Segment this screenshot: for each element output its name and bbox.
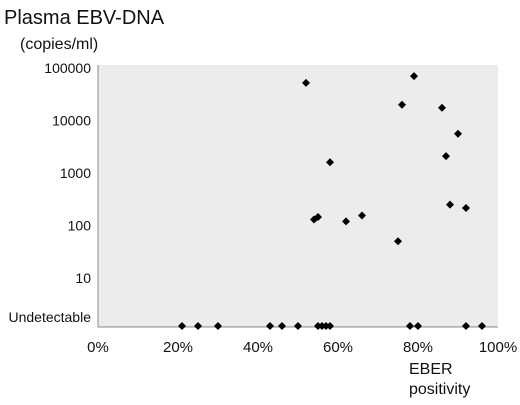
- y-tick-label: 10000: [52, 113, 91, 129]
- y-tick-labels: 100000 10000 1000 100 10 Undetectable: [8, 60, 91, 325]
- y-tick-label: 100: [68, 218, 92, 234]
- x-tick-label: 20%: [163, 339, 193, 356]
- y-tick-label: 100000: [44, 60, 91, 76]
- x-axis-label-line1: EBER: [409, 361, 453, 378]
- data-point: [358, 211, 366, 220]
- x-tick-label: 100%: [479, 339, 517, 356]
- data-point: [194, 322, 202, 330]
- y-tick-label: Undetectable: [8, 309, 91, 325]
- data-point: [266, 322, 274, 330]
- data-point: [326, 158, 334, 167]
- x-tick-labels: 0% 20% 40% 60% 80% 100%: [87, 339, 517, 356]
- data-point: [406, 322, 414, 330]
- y-tick-label: 1000: [60, 165, 91, 181]
- data-point: [462, 322, 470, 330]
- data-point: [410, 72, 418, 81]
- x-tick-label: 80%: [403, 339, 433, 356]
- data-point: [314, 213, 322, 222]
- data-point: [278, 322, 286, 330]
- data-point: [302, 78, 310, 87]
- x-tick-label: 0%: [87, 339, 109, 356]
- data-point: [294, 322, 302, 330]
- data-point: [462, 204, 470, 213]
- x-tick-label: 40%: [243, 339, 273, 356]
- data-point: [398, 100, 406, 109]
- data-point: [454, 129, 462, 138]
- data-point: [478, 322, 486, 330]
- data-points: [178, 72, 486, 330]
- data-point: [178, 322, 186, 330]
- x-tick-label: 60%: [323, 339, 353, 356]
- data-point: [438, 103, 446, 112]
- chart-title: Plasma EBV-DNA: [4, 7, 165, 29]
- plot-area: [98, 65, 498, 327]
- data-point: [326, 322, 334, 330]
- y-axis-label: (copies/ml): [20, 36, 98, 53]
- data-point: [342, 217, 350, 226]
- data-point: [446, 200, 454, 209]
- data-point: [414, 322, 422, 330]
- data-point: [394, 237, 402, 246]
- y-tick-label: 10: [75, 270, 91, 286]
- data-point: [214, 322, 222, 330]
- data-point: [442, 152, 450, 161]
- x-axis-label-line2: positivity: [409, 381, 470, 398]
